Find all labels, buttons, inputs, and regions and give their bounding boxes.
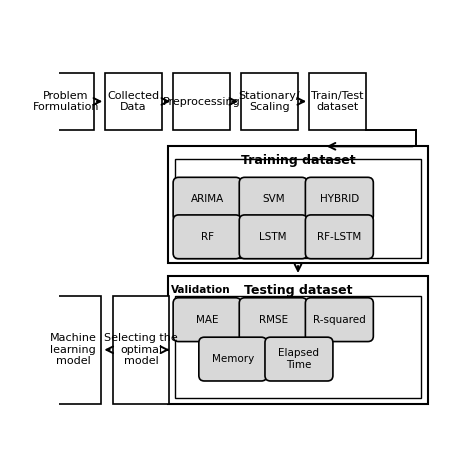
FancyBboxPatch shape [37, 73, 94, 130]
Text: R-squared: R-squared [313, 315, 366, 325]
Text: HYBRID: HYBRID [320, 194, 359, 204]
Text: Problem
Formulation: Problem Formulation [32, 91, 99, 112]
FancyBboxPatch shape [175, 159, 421, 258]
FancyBboxPatch shape [265, 337, 333, 381]
Text: SVM: SVM [262, 194, 284, 204]
FancyBboxPatch shape [112, 296, 169, 404]
Text: Testing dataset: Testing dataset [244, 284, 352, 297]
FancyBboxPatch shape [309, 73, 366, 130]
Text: Training dataset: Training dataset [241, 155, 356, 167]
FancyBboxPatch shape [45, 296, 101, 404]
FancyBboxPatch shape [173, 298, 241, 342]
Text: ARIMA: ARIMA [191, 194, 224, 204]
FancyBboxPatch shape [305, 177, 374, 221]
FancyBboxPatch shape [175, 296, 421, 398]
Text: Validation: Validation [171, 285, 231, 295]
Text: RF: RF [201, 232, 214, 242]
FancyBboxPatch shape [173, 215, 241, 259]
FancyBboxPatch shape [305, 215, 374, 259]
FancyBboxPatch shape [168, 276, 428, 404]
FancyBboxPatch shape [239, 215, 307, 259]
Text: Train/Test
dataset: Train/Test dataset [311, 91, 364, 112]
FancyBboxPatch shape [168, 146, 428, 263]
Text: LSTM: LSTM [259, 232, 287, 242]
Text: Memory: Memory [212, 354, 254, 364]
FancyBboxPatch shape [173, 73, 230, 130]
FancyBboxPatch shape [239, 177, 307, 221]
FancyBboxPatch shape [105, 73, 162, 130]
FancyBboxPatch shape [241, 73, 298, 130]
Text: Preprocessing: Preprocessing [163, 97, 240, 107]
Text: RF-LSTM: RF-LSTM [317, 232, 362, 242]
FancyBboxPatch shape [199, 337, 267, 381]
Text: MAE: MAE [196, 315, 219, 325]
Text: Machine
learning
model: Machine learning model [50, 333, 97, 366]
Text: Stationary/
Scaling: Stationary/ Scaling [239, 91, 301, 112]
FancyBboxPatch shape [173, 177, 241, 221]
Text: Collected
Data: Collected Data [108, 91, 160, 112]
FancyBboxPatch shape [305, 298, 374, 342]
Text: Elapsed
Time: Elapsed Time [278, 348, 319, 370]
Text: Selecting the
optimal
model: Selecting the optimal model [104, 333, 178, 366]
Text: RMSE: RMSE [259, 315, 288, 325]
FancyBboxPatch shape [239, 298, 307, 342]
